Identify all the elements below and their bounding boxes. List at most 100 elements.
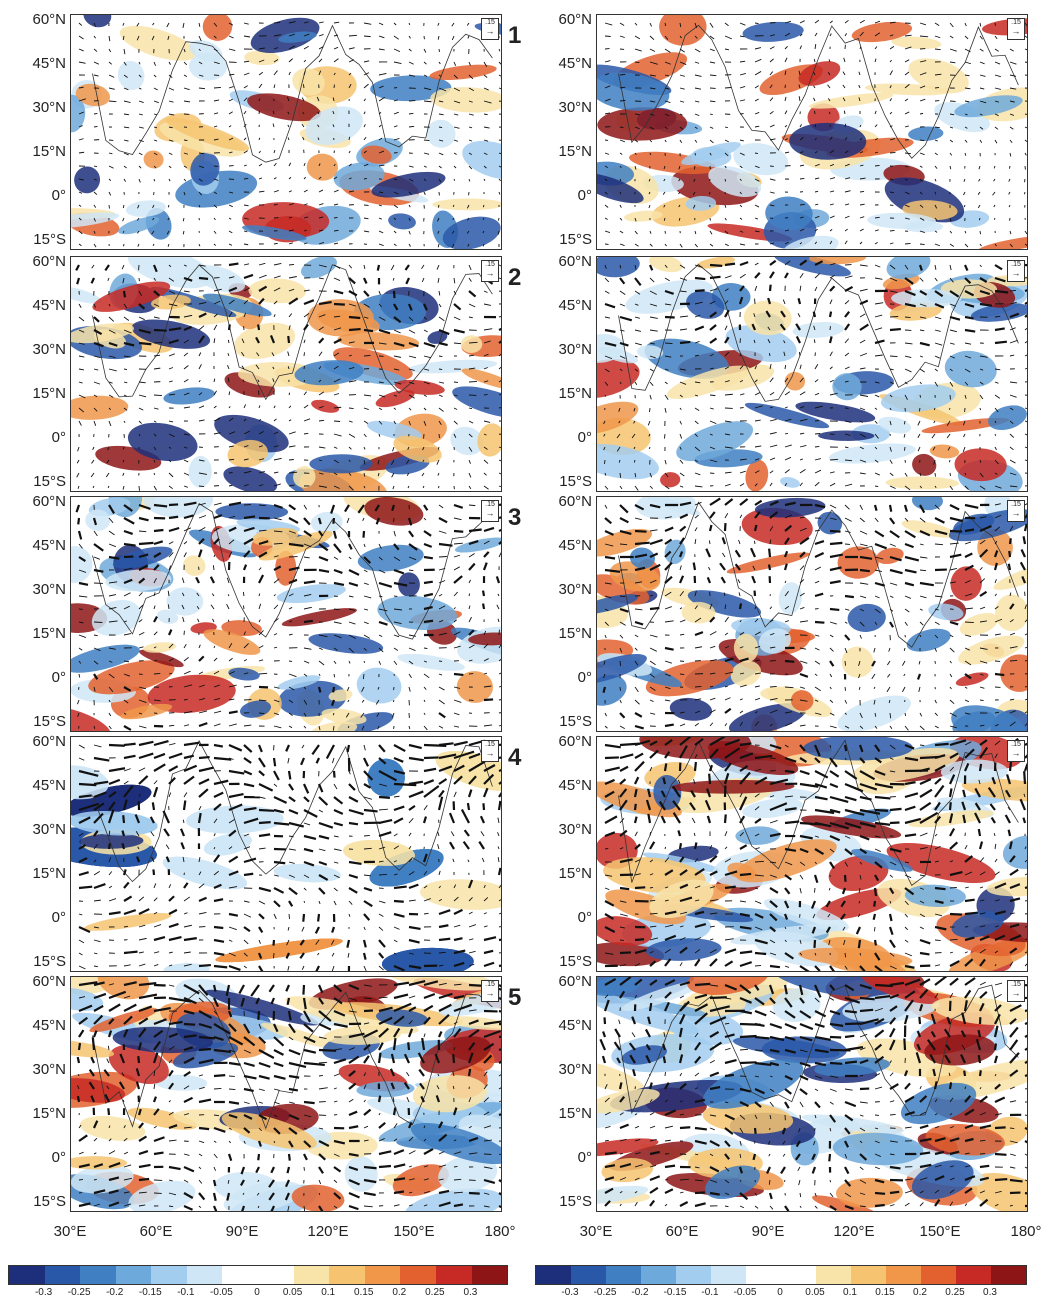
wind-vector bbox=[272, 110, 275, 115]
wind-vector bbox=[889, 472, 894, 477]
wind-vector bbox=[904, 302, 916, 308]
wind-vector bbox=[333, 485, 340, 489]
wind-vector bbox=[694, 139, 698, 143]
wind-vector bbox=[799, 565, 805, 571]
wind-vector bbox=[616, 446, 621, 452]
wind-vector bbox=[919, 485, 923, 489]
wind-vector bbox=[1009, 923, 1020, 929]
wind-vector bbox=[649, 472, 653, 478]
wind-vector bbox=[468, 472, 472, 478]
wind-vector bbox=[408, 780, 424, 786]
wind-vector bbox=[754, 951, 767, 956]
wind-vector bbox=[664, 739, 673, 746]
wind-vector bbox=[979, 948, 986, 954]
shaded-anomaly-field bbox=[71, 497, 501, 731]
wind-vector bbox=[858, 97, 861, 102]
anomaly-contour bbox=[885, 476, 959, 490]
wind-vector bbox=[183, 1022, 196, 1026]
wind-vector bbox=[153, 883, 157, 889]
wind-vector bbox=[468, 504, 476, 507]
wind-vector bbox=[182, 856, 185, 863]
wind-vector bbox=[243, 123, 247, 128]
wind-vector bbox=[212, 565, 215, 571]
wind-vector bbox=[123, 699, 129, 704]
wind-vector bbox=[919, 595, 927, 599]
wind-vector bbox=[258, 699, 267, 702]
wind-vector bbox=[634, 113, 640, 116]
wind-vector bbox=[709, 886, 716, 889]
wind-vector bbox=[694, 605, 698, 610]
wind-vector bbox=[453, 407, 458, 410]
wind-vector bbox=[168, 565, 172, 571]
wind-vector bbox=[709, 958, 718, 967]
wind-vector bbox=[948, 813, 954, 824]
wind-vector bbox=[949, 277, 954, 283]
wind-vector bbox=[498, 393, 501, 396]
wind-vector bbox=[183, 406, 191, 409]
wind-vector bbox=[844, 228, 848, 232]
wind-vector bbox=[724, 483, 731, 487]
wind-vector bbox=[751, 575, 757, 584]
anomaly-contour bbox=[726, 552, 810, 574]
wind-vector bbox=[604, 22, 613, 26]
wind-vector bbox=[318, 264, 327, 268]
wind-vector bbox=[123, 673, 131, 677]
wind-vector bbox=[724, 707, 732, 714]
wind-vector bbox=[949, 870, 963, 877]
wind-vector bbox=[78, 368, 85, 371]
wind-vector bbox=[301, 926, 305, 932]
wind-vector bbox=[709, 845, 713, 850]
wind-vector bbox=[91, 459, 95, 464]
wind-vector bbox=[784, 633, 789, 636]
wind-vector bbox=[844, 215, 850, 219]
wind-vector bbox=[243, 952, 248, 957]
wind-vector bbox=[814, 580, 820, 584]
lat-tick-label: 15°S bbox=[559, 953, 592, 970]
wind-vector bbox=[1024, 407, 1027, 410]
wind-vector bbox=[844, 835, 851, 839]
wind-vector bbox=[844, 33, 847, 37]
wind-vector bbox=[183, 951, 191, 954]
wind-vector bbox=[604, 517, 613, 525]
wind-vector bbox=[888, 647, 891, 652]
wind-vector bbox=[198, 1010, 213, 1019]
wind-vector bbox=[393, 873, 398, 876]
wind-vector bbox=[468, 152, 473, 155]
wind-vector bbox=[934, 355, 940, 359]
wind-vector bbox=[228, 1036, 244, 1046]
wind-vector bbox=[1024, 152, 1027, 156]
wind-vector bbox=[919, 243, 925, 246]
wind-vector bbox=[303, 391, 307, 396]
reference-vector-label: .15 bbox=[485, 261, 495, 268]
wind-vector bbox=[483, 472, 487, 476]
wind-vector bbox=[198, 871, 202, 876]
wind-vector bbox=[453, 983, 462, 986]
wind-vector bbox=[739, 365, 744, 370]
wind-vector bbox=[332, 725, 335, 731]
wind-vector bbox=[348, 303, 356, 307]
wind-vector bbox=[604, 73, 610, 76]
wind-vector bbox=[934, 742, 949, 747]
wind-vector bbox=[243, 312, 247, 318]
wind-vector bbox=[168, 1020, 183, 1026]
wind-vector bbox=[257, 379, 260, 383]
wind-vector bbox=[168, 515, 179, 520]
wind-vector bbox=[93, 407, 98, 412]
reference-vector-label: .15 bbox=[485, 19, 495, 26]
wind-vector bbox=[498, 743, 501, 747]
wind-vector bbox=[92, 1030, 98, 1038]
wind-vector bbox=[258, 593, 261, 597]
wind-vector bbox=[288, 796, 296, 803]
wind-vector bbox=[93, 660, 99, 665]
wind-vector bbox=[314, 926, 320, 934]
wind-vector bbox=[421, 264, 425, 269]
wind-vector bbox=[994, 315, 1001, 318]
wind-vector bbox=[287, 137, 290, 141]
wind-vector bbox=[213, 300, 221, 305]
wind-vector bbox=[468, 528, 482, 533]
wind-vector bbox=[949, 699, 955, 705]
wind-vector bbox=[408, 74, 415, 77]
wind-vector bbox=[679, 485, 684, 488]
wind-vector bbox=[724, 336, 730, 344]
wind-vector bbox=[784, 391, 791, 396]
